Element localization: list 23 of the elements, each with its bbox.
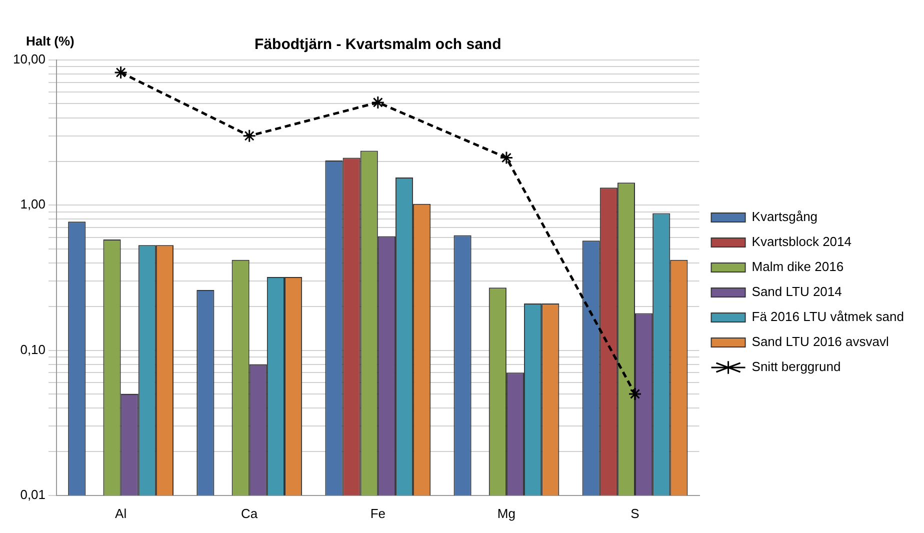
point	[371, 96, 385, 110]
y-tick-label: 0,10	[20, 342, 46, 357]
x-tick-label: Ca	[241, 506, 258, 521]
y-tick-label: 10,00	[12, 52, 46, 67]
legend-label: Snitt berggrund	[752, 359, 841, 374]
chart-title: Fäbodtjärn - Kvartsmalm och sand	[254, 36, 502, 54]
x-tick-label: Mg	[497, 506, 516, 521]
x-tick-label: Al	[115, 506, 127, 521]
legend-label: Sand LTU 2014	[752, 284, 842, 300]
point	[628, 387, 642, 401]
legend-label: Kvartsgång	[752, 209, 818, 224]
point	[242, 129, 256, 143]
legend-label: Sand LTU 2016 avsvavl	[752, 334, 889, 350]
point	[114, 66, 128, 80]
y-axis-title: Halt (%)	[26, 34, 74, 49]
legend-label: Kvartsblock 2014	[752, 234, 852, 250]
x-tick-label: S	[630, 506, 640, 521]
y-tick-label: 0,01	[20, 486, 46, 502]
point	[500, 151, 514, 165]
x-tick-label: Fe	[370, 506, 386, 521]
legend-label: Malm dike 2016	[752, 259, 844, 274]
y-tick-label: 1,00	[20, 196, 46, 212]
legend-label: Fä 2016 LTU våtmek sand	[752, 309, 904, 324]
